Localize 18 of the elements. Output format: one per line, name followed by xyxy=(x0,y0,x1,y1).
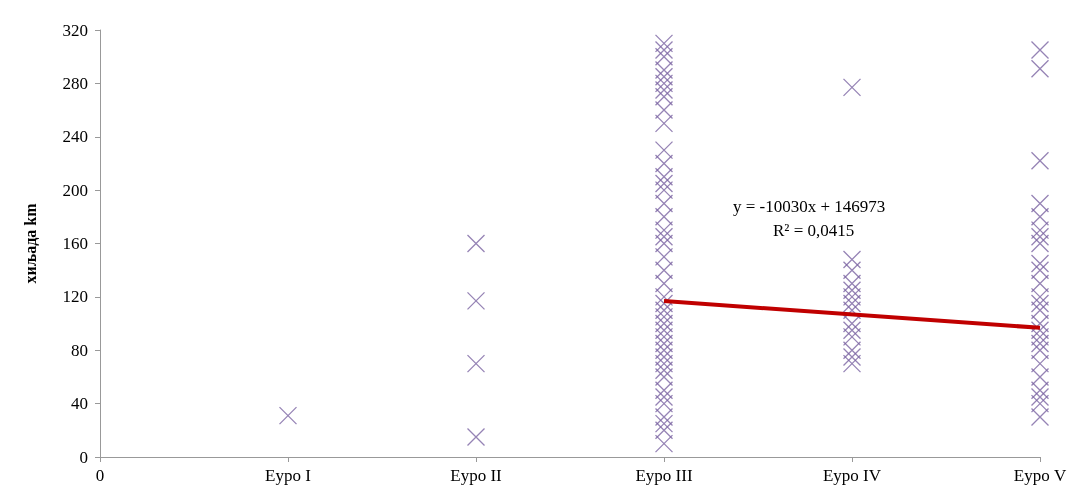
y-tick-label: 200 xyxy=(62,180,88,200)
x-tick-label: Еуро I xyxy=(265,466,312,485)
y-tick-label: 320 xyxy=(62,20,88,40)
y-tick-label: 240 xyxy=(62,127,88,147)
x-tick-label: Еуро V xyxy=(1013,466,1067,485)
y-tick-label: 160 xyxy=(62,234,88,253)
annotation: R² = 0,0415 xyxy=(773,221,855,240)
x-tick-label: Еуро II xyxy=(450,466,503,485)
x-tick-label: 0 xyxy=(95,466,105,485)
annotation: y = -10030x + 146973 xyxy=(733,197,886,216)
y-tick-label: 0 xyxy=(79,447,88,467)
y-tick-label: 280 xyxy=(62,73,88,93)
y-tick-label: 120 xyxy=(62,287,88,307)
y-axis-title: хиљада km xyxy=(21,202,39,284)
x-tick-label: Еуро III xyxy=(635,466,693,485)
y-tick-label: 80 xyxy=(71,340,88,360)
y-tick-label: 40 xyxy=(71,394,88,414)
x-tick-label: Еуро IV xyxy=(822,466,882,485)
